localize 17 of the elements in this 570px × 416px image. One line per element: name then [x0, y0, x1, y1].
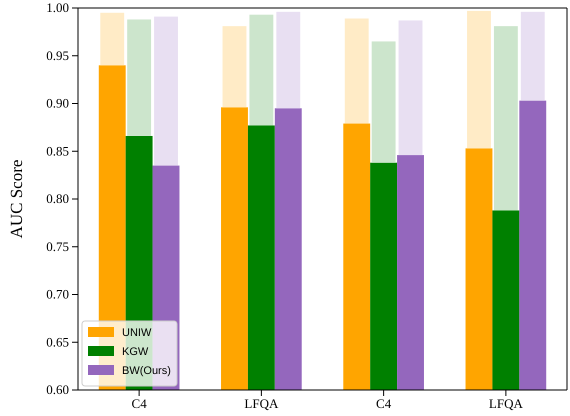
- legend-label: BW(Ours): [122, 365, 171, 377]
- y-tick-label: 0.60: [46, 382, 69, 398]
- legend-label: KGW: [122, 346, 149, 358]
- y-tick-label: 0.80: [46, 191, 69, 206]
- y-axis-title: AUC Score: [7, 160, 26, 238]
- y-tick-label: 1.00: [46, 0, 69, 16]
- y-tick-label: 0.75: [46, 238, 69, 254]
- x-tick-label: LFQA: [244, 396, 279, 412]
- x-tick-label: LFQA: [488, 396, 524, 412]
- x-tick-label: C4: [132, 396, 148, 412]
- y-tick-label: 0.70: [46, 286, 69, 302]
- legend-label: UNIW: [122, 327, 152, 339]
- y-tick-label: 0.65: [46, 334, 69, 350]
- x-tick-label: C4: [376, 396, 392, 412]
- y-tick-label: 0.90: [46, 96, 69, 111]
- y-tick-label: 0.95: [46, 48, 69, 63]
- y-tick-label: 0.85: [46, 143, 69, 158]
